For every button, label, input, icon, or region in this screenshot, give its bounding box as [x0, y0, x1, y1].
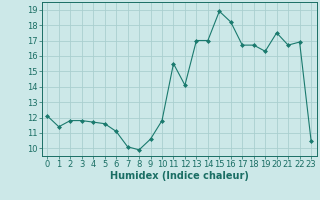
X-axis label: Humidex (Indice chaleur): Humidex (Indice chaleur) [110, 171, 249, 181]
